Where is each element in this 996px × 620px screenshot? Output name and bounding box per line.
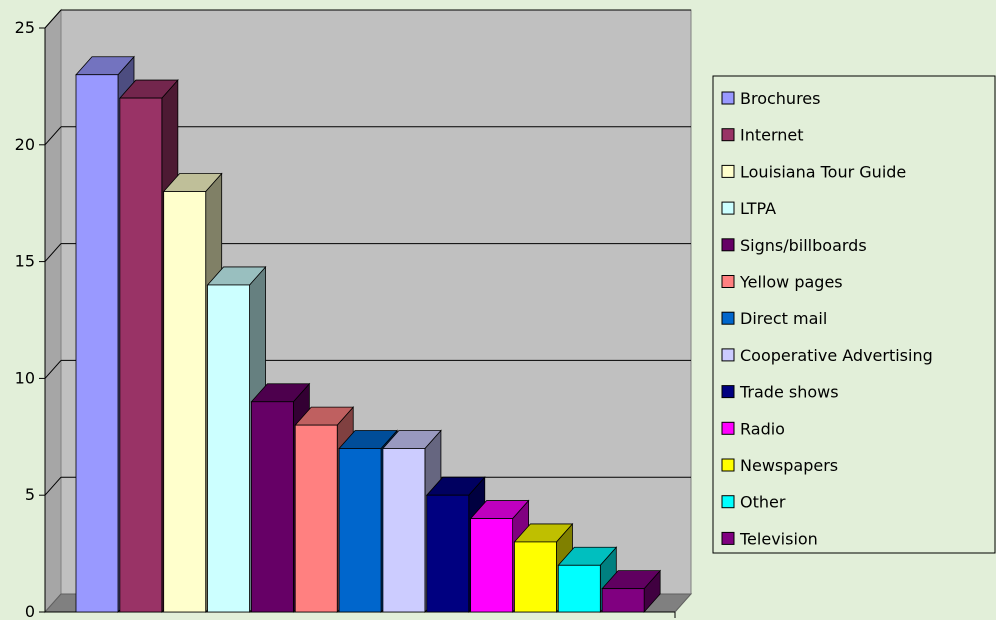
legend-swatch: [721, 458, 735, 472]
legend-swatch: [721, 164, 735, 178]
legend-swatch: [721, 348, 735, 362]
legend-label: Trade shows: [739, 383, 839, 402]
legend-item: Cooperative Advertising: [721, 346, 933, 365]
bar-front-face: [207, 284, 250, 613]
legend-swatch: [721, 311, 735, 325]
legend-item: Newspapers: [721, 456, 838, 475]
legend-label: LTPA: [740, 199, 776, 218]
y-tick-label: 5: [25, 485, 35, 504]
legend-swatch: [721, 275, 735, 288]
bar-front-face: [426, 494, 470, 613]
legend-item: Other: [721, 493, 786, 512]
legend-label: Direct mail: [740, 309, 827, 328]
legend-label: Brochures: [740, 89, 820, 108]
legend-item: Signs/billboards: [721, 236, 867, 255]
legend-swatch: [721, 421, 735, 435]
legend-swatch: [721, 495, 735, 509]
legend-label: Yellow pages: [739, 273, 843, 292]
legend-item: Television: [721, 529, 818, 548]
legend-swatch: [721, 385, 735, 399]
bar-front-face: [294, 424, 338, 613]
legend-swatch: [721, 531, 735, 545]
bar-front-face: [470, 518, 514, 613]
gridline-side: [44, 126, 62, 146]
legend: Brochures Internet Louisiana Tour Guide LTP…: [712, 75, 996, 554]
legend-item: Direct mail: [721, 309, 827, 328]
bar-series: [75, 55, 662, 614]
y-tick-label: 20: [15, 135, 35, 154]
gridline-side: [44, 476, 62, 496]
legend-item: LTPA: [721, 199, 776, 218]
legend-item: Brochures: [721, 89, 820, 108]
legend-swatch: [721, 201, 735, 215]
plot-side-wall: [44, 8, 62, 614]
bar-front-face: [163, 191, 207, 613]
legend-item: Radio: [721, 419, 785, 438]
bar-front-face: [119, 97, 163, 613]
bar-television: [601, 569, 662, 614]
bar-front-face: [382, 448, 426, 613]
legend-swatch: [721, 238, 735, 252]
bar-front-face: [601, 588, 645, 613]
legend-label: Louisiana Tour Guide: [740, 162, 906, 181]
gridline-side: [44, 243, 62, 262]
gridline-side: [44, 360, 62, 379]
bar-front-face: [338, 448, 382, 613]
legend-item: Trade shows: [721, 383, 839, 402]
legend-swatch: [721, 128, 735, 142]
y-tick-label: 15: [15, 252, 35, 271]
legend-item: Yellow pages: [721, 273, 843, 292]
legend-label: Cooperative Advertising: [740, 346, 933, 365]
legend-swatch: [721, 91, 735, 105]
legend-label: Television: [739, 529, 818, 548]
bar-signs-billboards: [250, 382, 311, 614]
legend-item: Internet: [721, 126, 804, 145]
gridline-side: [44, 9, 62, 29]
legend-label: Radio: [740, 419, 785, 438]
legend-label: Other: [740, 493, 786, 512]
y-tick-label: 25: [15, 18, 35, 37]
y-tick-label: 10: [15, 368, 35, 387]
legend-label: Newspapers: [740, 456, 838, 475]
legend-box: [712, 75, 996, 554]
legend-label: Internet: [740, 126, 804, 145]
legend-label: Signs/billboards: [740, 236, 867, 255]
bar-front-face: [250, 401, 294, 613]
legend-item: Louisiana Tour Guide: [721, 162, 906, 181]
bar-front-face: [75, 74, 119, 613]
bar-front-face: [557, 564, 601, 613]
bar-front-face: [514, 541, 557, 613]
y-tick-label: 0: [25, 602, 35, 620]
